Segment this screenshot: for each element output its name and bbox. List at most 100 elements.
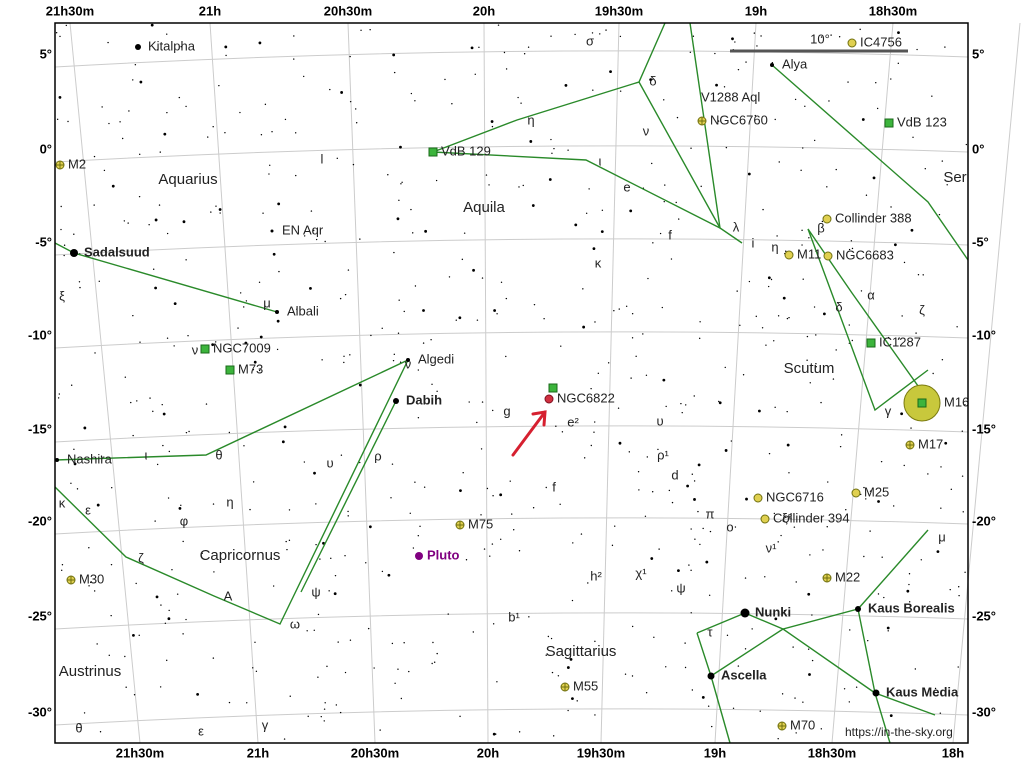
star: [398, 299, 400, 301]
star: [492, 732, 496, 736]
star: [182, 633, 184, 635]
star: [424, 229, 428, 233]
object-name: NGC6716: [766, 489, 824, 504]
star: [500, 281, 503, 283]
star: [458, 316, 462, 320]
labels: 21h30m 21h 20h30m 20h 19h30m 19h 18h30m 21h30m 2…: [28, 3, 996, 760]
star: [176, 593, 179, 595]
star-name: Nashira: [67, 451, 113, 466]
star: [444, 78, 446, 81]
object-name: M25: [864, 484, 889, 499]
star: [228, 701, 231, 704]
star: [182, 540, 184, 543]
star: [631, 313, 634, 315]
star: [254, 641, 256, 643]
star: [262, 212, 264, 214]
star: [550, 637, 553, 640]
dec-label: -30°: [28, 704, 52, 719]
star: [432, 641, 434, 644]
star: [423, 486, 426, 488]
star: [258, 281, 261, 284]
star: [863, 486, 865, 489]
star: [128, 110, 130, 112]
star: [617, 407, 620, 409]
star: [548, 178, 552, 181]
object-name: M11: [797, 246, 821, 261]
star: [219, 212, 221, 214]
ra-label: 21h: [199, 3, 221, 18]
star-letter: η: [527, 112, 534, 127]
star: [360, 29, 362, 31]
star-name: V1288 Aql: [701, 89, 760, 104]
star: [807, 592, 811, 596]
star: [551, 152, 553, 154]
star: [605, 29, 607, 31]
star: [897, 338, 900, 340]
star: [410, 92, 413, 95]
dec-label: -30°: [972, 704, 996, 719]
star: [714, 52, 716, 55]
star: [210, 211, 212, 213]
star: [472, 268, 475, 272]
star: [319, 558, 321, 560]
globular-cross: [56, 161, 64, 169]
star: [303, 235, 306, 237]
star: [670, 258, 673, 260]
star: [965, 143, 968, 146]
star: [708, 594, 711, 597]
star: [500, 538, 502, 541]
star: [138, 195, 141, 198]
star: [778, 161, 780, 163]
star: [493, 309, 497, 312]
star: [124, 655, 126, 658]
star: [324, 702, 326, 704]
star: [821, 220, 824, 223]
star: [365, 562, 367, 564]
star: [139, 80, 143, 84]
star: [246, 702, 248, 704]
credit: https://in-the-sky.org: [845, 725, 953, 739]
star-letter: g: [503, 403, 510, 418]
star-letter: μ: [263, 295, 271, 310]
star: [313, 629, 315, 632]
star: [839, 445, 842, 448]
nebula-marker: [428, 147, 438, 157]
star: [908, 583, 910, 586]
star-name: EN Aqr: [282, 222, 324, 237]
star: [547, 635, 550, 638]
star: [315, 503, 317, 505]
star: [684, 666, 687, 669]
star: [224, 131, 226, 134]
star: [693, 395, 695, 397]
star: [205, 403, 208, 405]
star: [920, 559, 922, 561]
star: [590, 444, 592, 447]
star: [132, 633, 135, 637]
star: [150, 23, 154, 27]
star: [815, 365, 817, 368]
star: [572, 542, 574, 544]
star-letter: λ: [733, 219, 740, 234]
star: [392, 53, 396, 57]
star: [171, 569, 173, 571]
star: [518, 731, 521, 733]
star: [509, 480, 511, 482]
star: [940, 507, 942, 509]
pointer-arrow: [511, 410, 547, 457]
star-letter: i: [752, 235, 755, 250]
star: [239, 292, 242, 294]
star: [576, 700, 578, 702]
star-name: Algedi: [418, 351, 454, 366]
star: [777, 541, 779, 543]
star: [934, 687, 937, 690]
ra-line: [600, 22, 620, 744]
star: [957, 666, 959, 668]
star: [63, 244, 66, 246]
star: [369, 29, 371, 31]
star: [323, 720, 325, 722]
star: [294, 132, 297, 134]
star: [315, 543, 317, 546]
star: [880, 460, 883, 463]
star: [496, 313, 498, 315]
star-dot: [135, 44, 141, 50]
